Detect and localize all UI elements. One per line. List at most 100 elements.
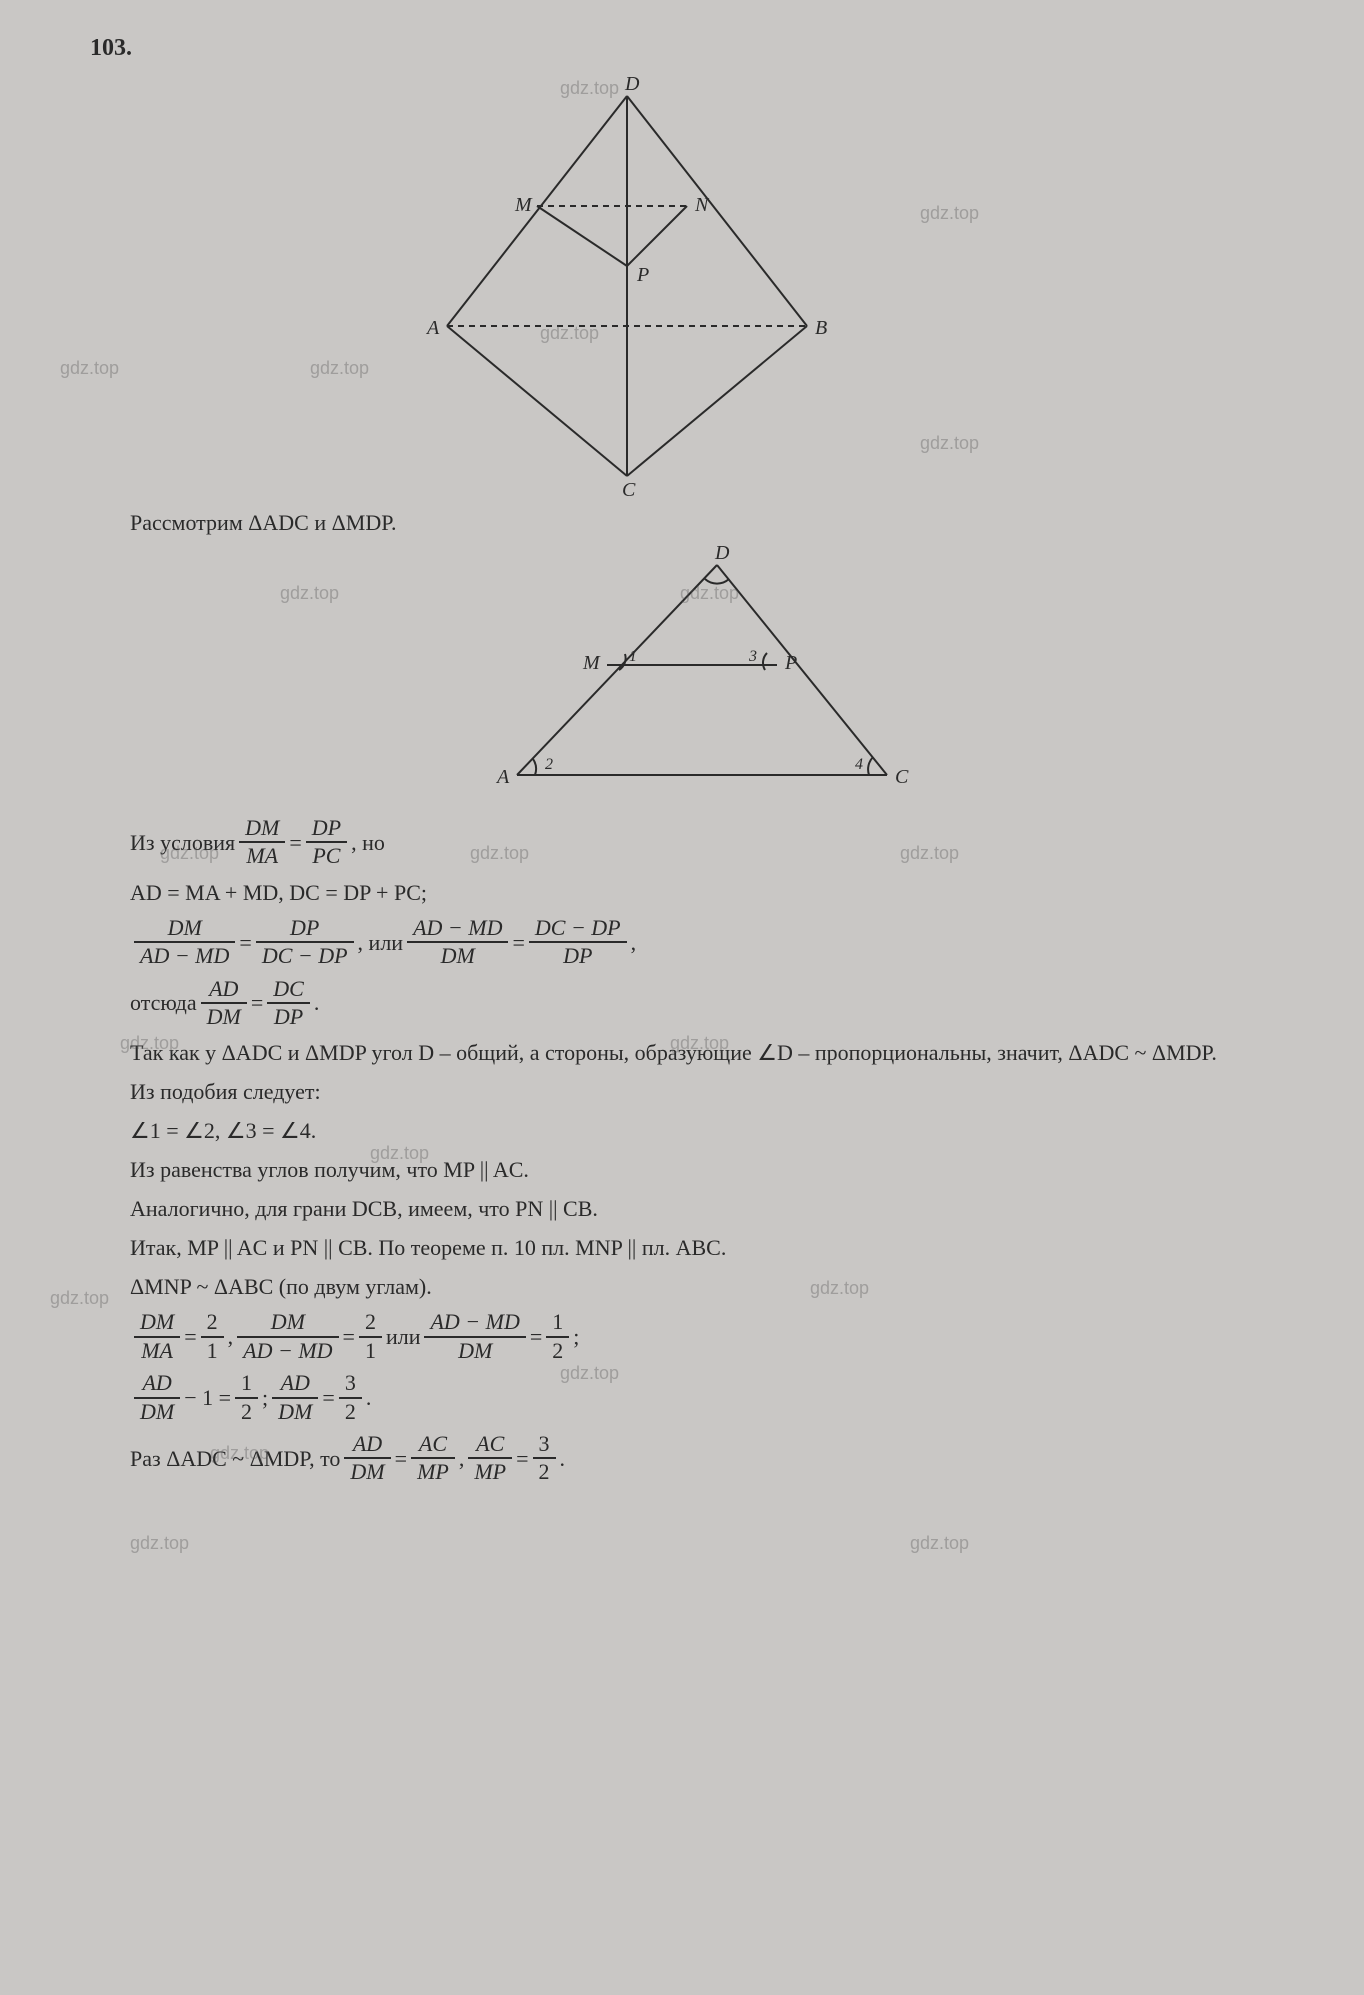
t: = [395, 1442, 407, 1475]
t: . [560, 1442, 566, 1475]
f: 2 [533, 1459, 556, 1485]
tetrahedron-svg: D M N P A B C [347, 76, 867, 496]
t: − 1 = [184, 1381, 231, 1414]
label-M: M [514, 194, 533, 216]
eq-result: отсюда ADDM = DCDP . [130, 976, 1304, 1031]
t: = [184, 1320, 196, 1353]
f: DM [237, 1309, 338, 1337]
t: = [343, 1320, 355, 1353]
watermark: gdz.top [910, 1530, 969, 1557]
watermark: gdz.top [280, 580, 339, 607]
line-analog: Аналогично, для грани DCB, имеем, что PN… [90, 1192, 1304, 1225]
t: , [459, 1442, 465, 1475]
angle-4: 4 [855, 756, 863, 773]
f: 2 [339, 1399, 362, 1425]
label-C: C [622, 479, 636, 496]
f: DM [424, 1338, 525, 1364]
angle-2: 2 [545, 756, 553, 773]
t: Раз ΔADC ~ ΔMDP, то [130, 1442, 340, 1475]
f: MA [239, 843, 285, 869]
label2-C: C [895, 766, 909, 788]
eq-solve: ADDM − 1 = 12 ; ADDM = 32 . [130, 1370, 1304, 1425]
f: DM [272, 1399, 318, 1425]
t: , [631, 926, 637, 959]
f: AD [201, 976, 247, 1004]
figure-triangle: D M P A C 1 3 2 4 [457, 545, 937, 805]
f: MA [134, 1338, 180, 1364]
label2-D: D [714, 545, 730, 564]
label-D: D [624, 76, 640, 95]
eq-ratios: DMMA = 21 , DMAD − MD = 21 или AD − MDDM… [130, 1309, 1304, 1364]
f: 1 [235, 1370, 258, 1398]
f: DP [267, 1004, 310, 1030]
label-B: B [815, 317, 827, 339]
line-sum: AD = MA + MD, DC = DP + PC; [90, 876, 1304, 909]
f: 2 [546, 1338, 569, 1364]
t: = [516, 1442, 528, 1475]
f: DM [134, 915, 235, 943]
t: , [228, 1320, 234, 1353]
t: или [386, 1320, 421, 1353]
t: . [314, 986, 320, 1019]
line-parallel: Из равенства углов получим, что MP || AC… [90, 1153, 1304, 1186]
text-consider: Рассмотрим ΔADC и ΔMDP. [90, 506, 1304, 539]
t: ; [262, 1381, 268, 1414]
f: AD − MD [424, 1309, 525, 1337]
f: AD [344, 1431, 390, 1459]
f: 3 [339, 1370, 362, 1398]
t: = [322, 1381, 334, 1414]
figure-tetrahedron: D M N P A B C [347, 76, 1047, 496]
watermark: gdz.top [60, 355, 119, 382]
f: DP [256, 915, 354, 943]
line-sim2: ΔMNP ~ ΔABC (по двум углам). [90, 1270, 1304, 1303]
f: AD [272, 1370, 318, 1398]
f: 2 [201, 1309, 224, 1337]
t: отсюда [130, 986, 197, 1019]
label2-P: P [784, 652, 797, 674]
eq-final: Раз ΔADC ~ ΔMDP, то ADDM = ACMP , ACMP =… [130, 1431, 1304, 1486]
f: DM [134, 1309, 180, 1337]
t: . [366, 1381, 372, 1414]
f: DP [306, 815, 347, 843]
t: = [239, 926, 251, 959]
angle-3: 3 [748, 648, 757, 665]
label-A: A [425, 317, 440, 339]
f: 1 [546, 1309, 569, 1337]
t: = [512, 926, 524, 959]
f: MP [411, 1459, 455, 1485]
t: = [530, 1320, 542, 1353]
t: = [251, 986, 263, 1019]
f: AD − MD [407, 915, 508, 943]
line-angles: ∠1 = ∠2, ∠3 = ∠4. [90, 1114, 1304, 1147]
f: DM [239, 815, 285, 843]
f: DC − DP [256, 943, 354, 969]
line-similarity: Из подобия следует: [90, 1075, 1304, 1108]
f: DM [201, 1004, 247, 1030]
f: 1 [359, 1338, 382, 1364]
f: PC [306, 843, 347, 869]
f: DP [529, 943, 627, 969]
f: AD − MD [134, 943, 235, 969]
f: DM [407, 943, 508, 969]
eq-transform: DMAD − MD = DPDC − DP , или AD − MDDM = … [130, 915, 1304, 970]
t: ; [573, 1320, 579, 1353]
f: DC [267, 976, 310, 1004]
t: = [289, 826, 301, 859]
f: MP [468, 1459, 512, 1485]
t: , но [351, 826, 385, 859]
f: 2 [359, 1309, 382, 1337]
triangle-svg: D M P A C 1 3 2 4 [457, 545, 937, 805]
f: DM [344, 1459, 390, 1485]
f: AD [134, 1370, 180, 1398]
f: 1 [201, 1338, 224, 1364]
f: AC [411, 1431, 455, 1459]
label2-A: A [495, 766, 510, 788]
f: AD − MD [237, 1338, 338, 1364]
eq-condition: Из условия DMMA = DPPC , но [130, 815, 1304, 870]
f: 3 [533, 1431, 556, 1459]
f: DM [134, 1399, 180, 1425]
line-itak: Итак, MP || AC и PN || CB. По теореме п.… [90, 1231, 1304, 1264]
label2-M: M [582, 652, 601, 674]
label-P: P [636, 264, 649, 286]
problem-number: 103. [90, 30, 1304, 66]
